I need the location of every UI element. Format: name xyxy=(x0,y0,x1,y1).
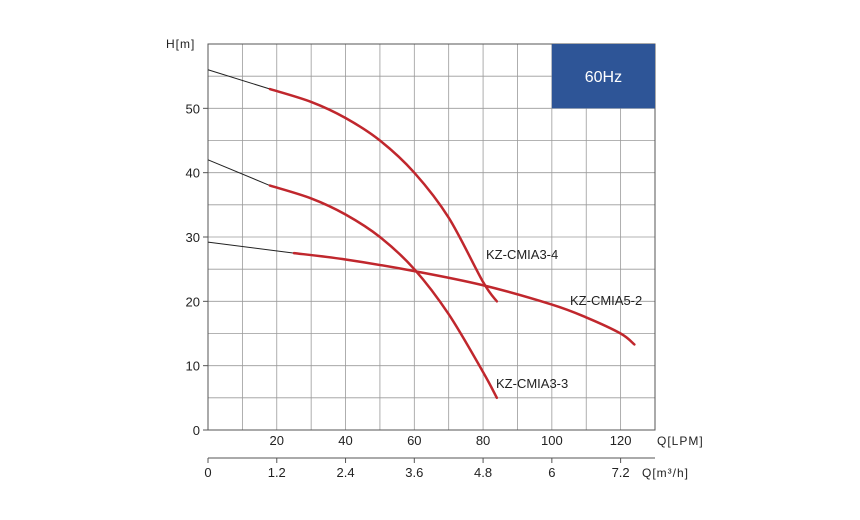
series-label-kz-cmia5-2: KZ-CMIA5-2 xyxy=(570,293,642,308)
shutoff-line-kz-cmia3-3 xyxy=(207,159,271,186)
labels: KZ-CMIA3-4 KZ-CMIA3-3 KZ-CMIA5-2 xyxy=(486,247,642,391)
x-tick-label: 20 xyxy=(270,433,284,448)
series-curve-kz-cmia3-4 xyxy=(268,87,499,303)
y-tick-label: 20 xyxy=(186,294,200,309)
x2-tick-label: 6 xyxy=(548,465,555,480)
badge-text: 60Hz xyxy=(585,69,622,86)
y-tick-label: 50 xyxy=(186,101,200,116)
x-axis-label: Q[LPM] xyxy=(657,434,704,448)
series-label-kz-cmia3-3: KZ-CMIA3-3 xyxy=(496,376,568,391)
x2-axis-label: Q[m³/h] xyxy=(642,466,689,480)
x2-tick-label: 2.4 xyxy=(336,465,354,480)
series-curve-kz-cmia5-2 xyxy=(292,251,636,346)
series-layer xyxy=(207,69,636,400)
x-tick-label: 40 xyxy=(338,433,352,448)
badge-box xyxy=(551,44,655,109)
y-axis-label: H[m] xyxy=(166,37,195,51)
series-curve-kz-cmia3-3 xyxy=(268,184,499,400)
x-tick-label: 80 xyxy=(476,433,490,448)
y-tick-label: 40 xyxy=(186,166,200,181)
x-tick-label: 100 xyxy=(541,433,563,448)
y-tick-label: 10 xyxy=(186,359,200,374)
x-tick-label: 120 xyxy=(610,433,632,448)
shutoff-line-kz-cmia5-2 xyxy=(207,241,295,254)
x2-tick-label: 3.6 xyxy=(405,465,423,480)
x2-tick-label: 4.8 xyxy=(474,465,492,480)
axes: 0 10 20 30 40 50 20 40 60 80 100 120 H[m] Q[LPM] 0 1.2 2… xyxy=(166,37,704,480)
y-tick-label: 30 xyxy=(186,230,200,245)
x2-tick-label: 0 xyxy=(204,465,211,480)
x2-tick-label: 1.2 xyxy=(268,465,286,480)
y-tick-label: 0 xyxy=(193,423,200,438)
x-tick-label: 60 xyxy=(407,433,421,448)
x2-tick-label: 7.2 xyxy=(612,465,630,480)
series-label-kz-cmia3-4: KZ-CMIA3-4 xyxy=(486,247,558,262)
frequency-badge: 60Hz xyxy=(551,44,655,109)
shutoff-line-kz-cmia3-4 xyxy=(207,69,271,90)
